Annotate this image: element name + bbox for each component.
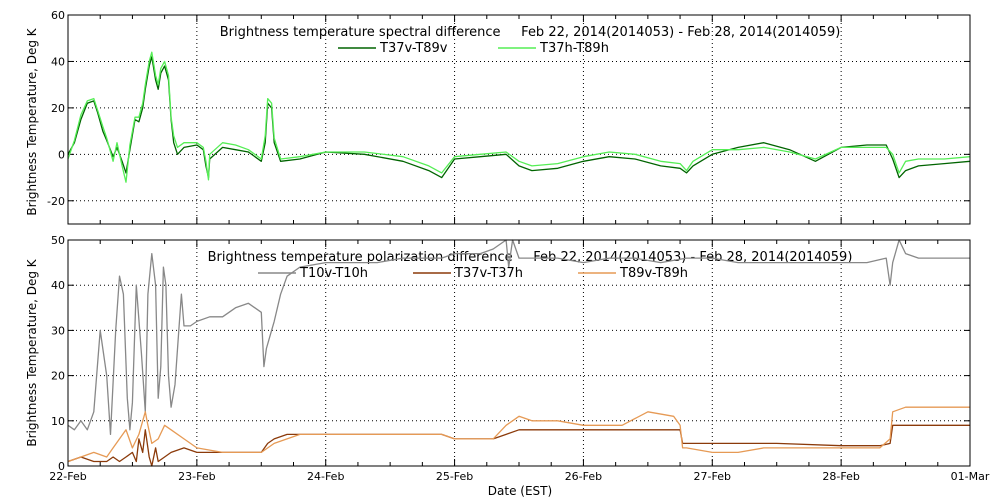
- x-tick-label: 26-Feb: [565, 470, 602, 483]
- x-tick-label: 23-Feb: [178, 470, 215, 483]
- panel-polarization-difference: Brightness temperature polarization diff…: [25, 234, 990, 498]
- x-tick-label: 25-Feb: [436, 470, 473, 483]
- panel-title: Brightness temperature spectral differen…: [220, 25, 841, 40]
- series-line: [67, 51, 971, 183]
- y-tick-label: 60: [51, 9, 65, 22]
- x-tick-label: 27-Feb: [694, 470, 731, 483]
- series-line: [67, 56, 971, 179]
- y-axis-label: Brightness Temperature, Deg K: [25, 258, 39, 446]
- x-tick-label: 28-Feb: [822, 470, 859, 483]
- x-tick-label: 01-Mar: [951, 470, 990, 483]
- y-tick-label: 0: [58, 148, 65, 161]
- legend-label: T10v-T10h: [299, 266, 368, 281]
- legend-label: T37h-T89h: [539, 41, 609, 56]
- legend-label: T37v-T37h: [454, 266, 523, 281]
- series-line: [67, 406, 970, 463]
- x-tick-label: 22-Feb: [49, 470, 86, 483]
- y-tick-label: 50: [51, 234, 65, 247]
- x-tick-label: 24-Feb: [307, 470, 344, 483]
- y-tick-label: 20: [51, 102, 65, 115]
- y-tick-label: 10: [51, 415, 65, 428]
- y-tick-label: -20: [47, 195, 65, 208]
- legend-label: T37v-T89v: [379, 41, 448, 56]
- y-tick-label: 0: [58, 460, 65, 473]
- y-axis-label: Brightness Temperature, Deg K: [25, 27, 39, 215]
- y-tick-label: 40: [51, 55, 65, 68]
- legend-label: T89v-T89h: [619, 266, 688, 281]
- y-tick-label: 30: [51, 324, 65, 337]
- series-line: [67, 239, 970, 436]
- panel-spectral-difference: Brightness temperature spectral differen…: [25, 9, 971, 225]
- series-line: [67, 424, 970, 467]
- x-axis-label: Date (EST): [488, 484, 552, 498]
- y-tick-label: 20: [51, 370, 65, 383]
- y-tick-label: 40: [51, 279, 65, 292]
- plot-frame: [67, 239, 971, 467]
- plot-frame: [67, 14, 971, 225]
